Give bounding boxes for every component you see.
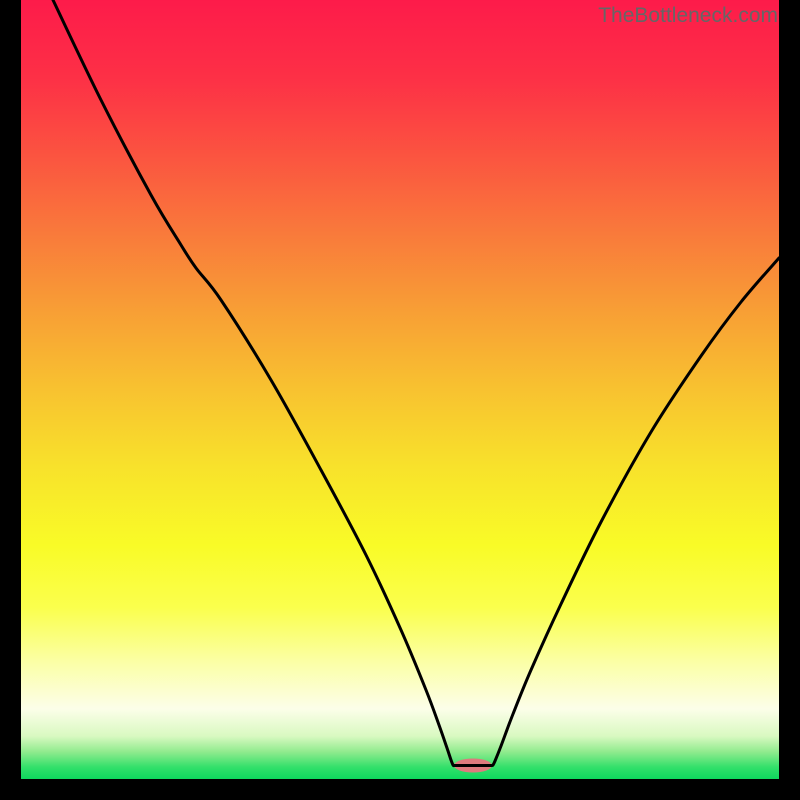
chart-frame: TheBottleneck.com xyxy=(0,0,800,800)
bottleneck-curve xyxy=(53,0,779,766)
curve-layer xyxy=(21,0,779,779)
watermark-text: TheBottleneck.com xyxy=(598,4,778,28)
plot-area xyxy=(21,0,779,779)
